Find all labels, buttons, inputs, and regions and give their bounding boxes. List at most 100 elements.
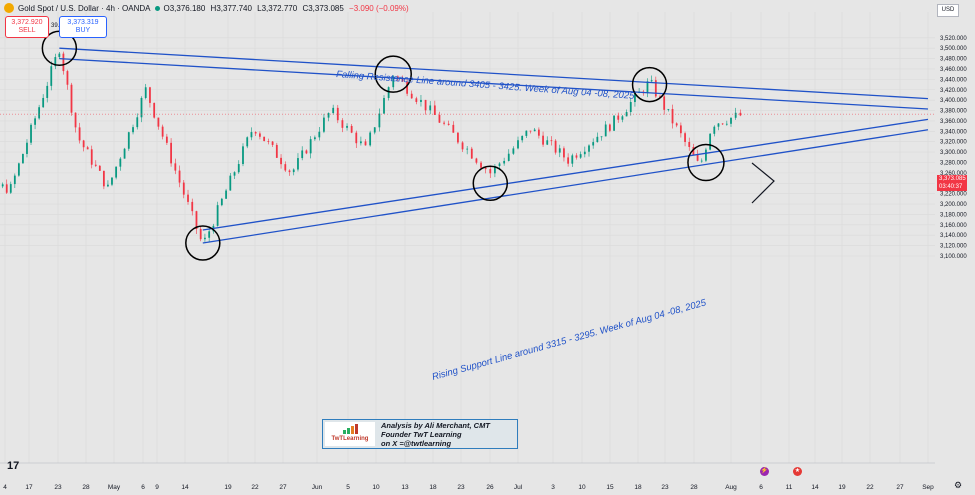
candle-body bbox=[220, 198, 223, 206]
candle-body bbox=[250, 132, 253, 138]
candle-body bbox=[332, 107, 335, 114]
price-tick-label: 3,260.000 bbox=[940, 171, 967, 177]
pivot-circle[interactable] bbox=[687, 143, 725, 182]
candle-body bbox=[90, 149, 93, 165]
price-tick-label: 3,460.000 bbox=[940, 67, 967, 73]
time-tick-label: 10 bbox=[372, 484, 380, 491]
candle-body bbox=[592, 142, 595, 146]
support-trendline[interactable] bbox=[202, 118, 929, 231]
close-value: C3,373.085 bbox=[302, 3, 344, 13]
candle-body bbox=[659, 96, 661, 98]
candle-body bbox=[216, 205, 219, 226]
tradingview-logo-icon[interactable]: 17 bbox=[7, 460, 20, 472]
candle-body bbox=[596, 136, 599, 143]
candle-body bbox=[254, 132, 257, 134]
time-tick-label: Jun bbox=[312, 484, 323, 491]
candle-body bbox=[22, 153, 24, 164]
candle-body bbox=[571, 155, 574, 164]
candle-body bbox=[127, 132, 130, 149]
price-tick-label: 3,280.000 bbox=[940, 160, 967, 166]
buy-label: BUY bbox=[75, 27, 91, 34]
time-tick-label: 10 bbox=[578, 484, 586, 491]
candle-body bbox=[617, 115, 620, 120]
candle-body bbox=[5, 184, 8, 193]
resistance-annotation: Falling Resistance Line around 3405 - 34… bbox=[336, 69, 636, 102]
candle-body bbox=[452, 124, 455, 133]
candle-body bbox=[420, 99, 422, 102]
candle-body bbox=[709, 133, 712, 150]
candle-body bbox=[157, 117, 160, 127]
candle-body bbox=[191, 201, 194, 212]
candle-body bbox=[410, 93, 413, 99]
time-tick-label: 11 bbox=[786, 484, 793, 491]
candle-body bbox=[136, 117, 139, 128]
candle-body bbox=[696, 154, 699, 161]
candle-body bbox=[271, 141, 274, 145]
candle-body bbox=[671, 108, 674, 124]
candle-body bbox=[309, 139, 312, 154]
candle-body bbox=[579, 154, 582, 158]
candle-body bbox=[275, 144, 278, 158]
lightning-event-icon[interactable]: ⚡ bbox=[760, 467, 769, 476]
candle-body bbox=[517, 140, 519, 149]
candle-body bbox=[625, 112, 628, 117]
author-text: Analysis by Ali Merchant, CMT Founder Tw… bbox=[381, 421, 490, 448]
candle-body bbox=[17, 163, 20, 176]
candle-body bbox=[424, 99, 427, 111]
time-tick-label: May bbox=[108, 484, 121, 491]
twt-logo: TwTLearning bbox=[325, 422, 375, 446]
candle-body bbox=[115, 166, 118, 178]
candle-body bbox=[149, 87, 151, 103]
candle-body bbox=[336, 107, 339, 121]
candle-body bbox=[132, 127, 134, 133]
time-tick-label: 22 bbox=[866, 484, 874, 491]
resistance-trendline[interactable] bbox=[59, 47, 929, 100]
sell-button[interactable]: 3,372.920 SELL bbox=[5, 16, 49, 38]
pivot-circle[interactable] bbox=[472, 165, 509, 202]
price-tick-label: 3,100.000 bbox=[940, 254, 967, 260]
candle-body bbox=[663, 96, 666, 110]
time-tick-label: 18 bbox=[429, 484, 437, 491]
candle-body bbox=[98, 165, 101, 171]
settings-gear-icon[interactable]: ⚙ bbox=[954, 480, 963, 490]
bar-countdown: 03:40:37 bbox=[939, 184, 963, 190]
resistance-trendline[interactable] bbox=[59, 57, 929, 110]
pivot-circle[interactable] bbox=[631, 66, 668, 103]
candle-body bbox=[78, 127, 81, 141]
support-trendline[interactable] bbox=[202, 129, 929, 244]
candle-body bbox=[401, 77, 404, 82]
price-tick-label: 3,220.000 bbox=[940, 192, 967, 198]
candle-body bbox=[233, 172, 236, 176]
candle-body bbox=[187, 194, 189, 202]
pivot-circle[interactable] bbox=[185, 225, 221, 261]
candle-body bbox=[700, 160, 703, 162]
candle-body bbox=[484, 167, 487, 170]
buy-button[interactable]: 3,373.319 BUY bbox=[59, 16, 107, 38]
candle-body bbox=[174, 163, 177, 171]
logo-bars-icon bbox=[343, 424, 358, 434]
candle-body bbox=[546, 140, 549, 145]
candle-body bbox=[199, 228, 202, 240]
symbol-header[interactable]: Gold Spot / U.S. Dollar · 4h · OANDA O3,… bbox=[4, 3, 412, 13]
pivot-circle[interactable] bbox=[374, 55, 412, 93]
price-axis-bg[interactable] bbox=[935, 0, 975, 495]
change-value: −3.090 (−0.09%) bbox=[349, 3, 409, 13]
candle-body bbox=[62, 53, 65, 72]
candle-body bbox=[46, 85, 49, 98]
candle-body bbox=[507, 153, 510, 161]
candle-body bbox=[119, 158, 122, 167]
currency-selector[interactable]: USD bbox=[937, 4, 959, 17]
time-tick-label: 27 bbox=[279, 484, 287, 491]
price-tick-label: 3,380.000 bbox=[940, 109, 967, 115]
candle-body bbox=[58, 53, 61, 58]
author-line-1: Analysis by Ali Merchant, CMT bbox=[381, 421, 490, 430]
time-tick-label: Aug bbox=[725, 484, 737, 491]
price-tick-label: 3,400.000 bbox=[940, 98, 967, 104]
us-flag-event-icon[interactable]: ★ bbox=[793, 467, 802, 476]
candle-body bbox=[313, 137, 316, 140]
candle-body bbox=[438, 114, 441, 123]
candle-body bbox=[94, 164, 97, 166]
candle-body bbox=[489, 169, 492, 174]
price-tick-label: 3,360.000 bbox=[940, 119, 967, 125]
